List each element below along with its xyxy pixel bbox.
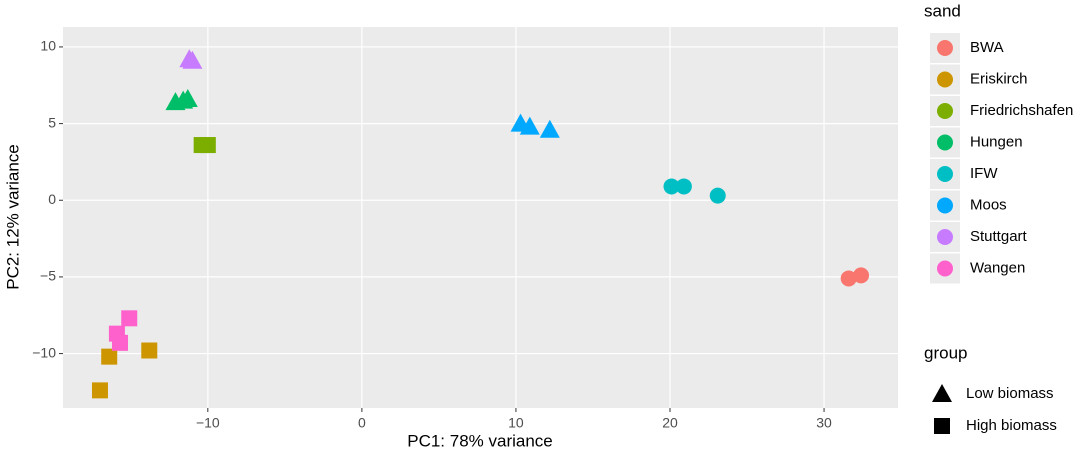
shape-legend-title: group bbox=[924, 343, 967, 362]
y-tick-label: 10 bbox=[40, 38, 56, 54]
y-axis-title: PC2: 12% variance bbox=[3, 144, 22, 290]
y-tick-label: −5 bbox=[40, 268, 56, 284]
legend-label: Wangen bbox=[970, 259, 1025, 276]
x-tick-label: 20 bbox=[662, 415, 678, 431]
x-tick-label: 10 bbox=[508, 415, 524, 431]
legend-swatch bbox=[937, 71, 953, 88]
point bbox=[177, 89, 198, 108]
legend-swatch bbox=[937, 134, 953, 151]
point bbox=[519, 116, 540, 135]
point bbox=[663, 178, 680, 195]
legend-swatch bbox=[937, 166, 953, 182]
y-tick-label: −10 bbox=[32, 344, 56, 360]
point bbox=[141, 342, 158, 359]
point bbox=[709, 187, 726, 204]
shape-legend-label: Low biomass bbox=[966, 385, 1054, 402]
shape-legend-key bbox=[932, 384, 952, 402]
shape-legend-label: High biomass bbox=[966, 417, 1057, 434]
x-tick-label: 0 bbox=[358, 415, 366, 431]
point bbox=[121, 310, 138, 327]
legend-swatch bbox=[937, 229, 953, 245]
legend-swatch bbox=[937, 260, 953, 277]
legend-label: Moos bbox=[970, 196, 1007, 213]
legend-label: Eriskirch bbox=[970, 70, 1028, 87]
legend-label: Stuttgart bbox=[970, 228, 1028, 245]
shape-legend-key bbox=[934, 418, 950, 434]
y-tick-label: 0 bbox=[48, 191, 56, 207]
legend-title: sand bbox=[924, 1, 961, 20]
point bbox=[112, 334, 129, 351]
plot-panel bbox=[63, 27, 898, 408]
legend-swatch bbox=[937, 103, 953, 119]
point bbox=[199, 137, 216, 154]
x-axis-title: PC1: 78% variance bbox=[407, 431, 553, 450]
point bbox=[675, 178, 692, 195]
x-tick-label: −10 bbox=[196, 415, 220, 431]
legend-label: Hungen bbox=[970, 133, 1023, 150]
point bbox=[840, 270, 857, 287]
legend-label: IFW bbox=[970, 165, 998, 182]
point bbox=[182, 50, 203, 69]
point bbox=[101, 348, 118, 365]
legend-swatch bbox=[937, 40, 953, 56]
point bbox=[853, 267, 870, 284]
y-tick-label: 5 bbox=[48, 114, 56, 130]
legend-label: Friedrichshafen bbox=[970, 102, 1073, 119]
point bbox=[91, 382, 108, 399]
legend-label: BWA bbox=[970, 39, 1004, 56]
x-tick-label: 30 bbox=[816, 415, 832, 431]
point bbox=[539, 119, 560, 138]
legend-swatch bbox=[937, 197, 953, 214]
